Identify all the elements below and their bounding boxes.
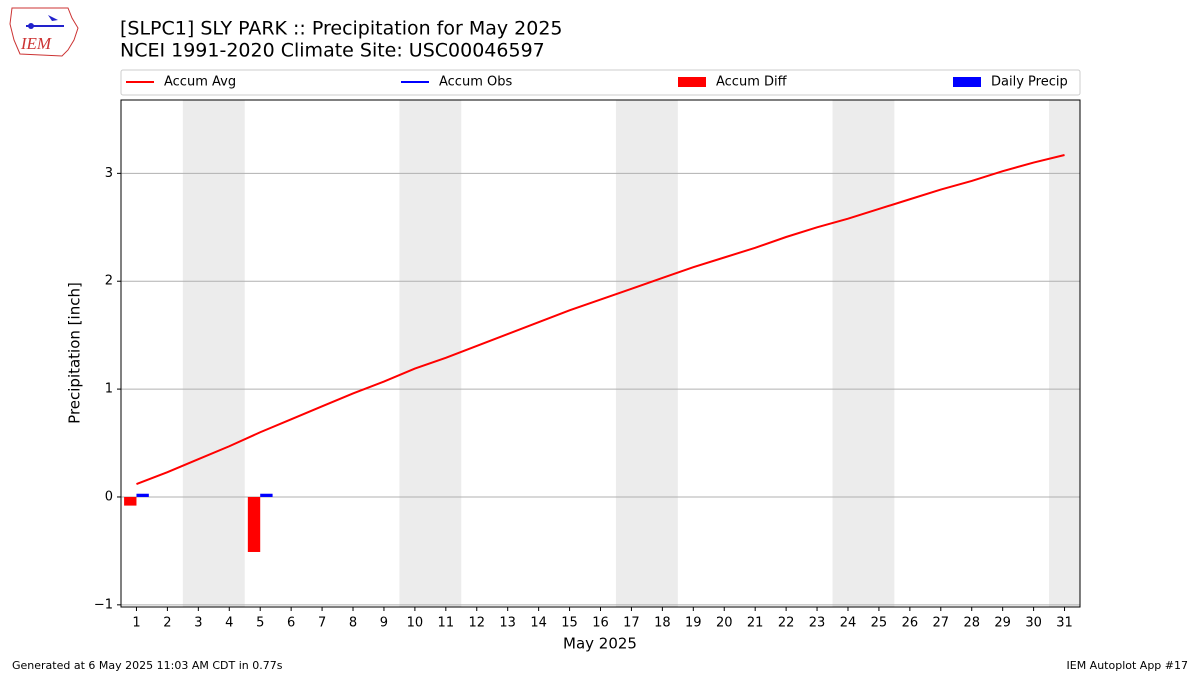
- x-tick-label: 7: [318, 616, 326, 631]
- line: [136, 154, 1065, 485]
- x-tick-label: 19: [685, 616, 702, 631]
- y-axis-label: Precipitation [inch]: [66, 282, 84, 424]
- footer-right: IEM Autoplot App #17: [1067, 659, 1189, 672]
- x-tick-label: 8: [349, 616, 357, 631]
- x-tick-label: 9: [380, 616, 388, 631]
- chart-subtitle: NCEI 1991-2020 Climate Site: USC00046597: [120, 40, 545, 62]
- bar: [247, 496, 261, 552]
- chart-title: [SLPC1] SLY PARK :: Precipitation for Ma…: [120, 18, 563, 40]
- x-tick-label: 17: [623, 616, 640, 631]
- weekend-shade: [832, 100, 895, 607]
- x-tick-label: 4: [225, 616, 233, 631]
- x-tick-label: 11: [438, 616, 455, 631]
- legend-label: Accum Obs: [439, 75, 512, 90]
- legend: [120, 69, 1081, 96]
- legend-swatch: [678, 77, 706, 87]
- bar: [124, 496, 137, 506]
- x-tick-label: 31: [1056, 616, 1073, 631]
- x-axis-label: May 2025: [563, 635, 637, 653]
- y-tick-label: 3: [105, 166, 113, 181]
- bar: [260, 493, 273, 497]
- x-tick-label: 14: [530, 616, 547, 631]
- legend-label: Accum Avg: [164, 75, 236, 90]
- y-tick-label: 2: [105, 274, 113, 289]
- legend-swatch: [953, 77, 981, 87]
- weekend-shade: [615, 100, 678, 607]
- y-tick-label: −1: [94, 597, 113, 612]
- x-tick-label: 1: [132, 616, 140, 631]
- x-tick-label: 22: [778, 616, 795, 631]
- logo: IEM: [9, 7, 79, 57]
- y-tick-label: 1: [105, 382, 113, 397]
- x-tick-label: 13: [499, 616, 516, 631]
- bar: [136, 493, 149, 497]
- x-tick-label: 20: [716, 616, 733, 631]
- x-tick-label: 29: [994, 616, 1011, 631]
- x-tick-label: 26: [902, 616, 919, 631]
- x-tick-label: 5: [256, 616, 264, 631]
- legend-label: Accum Diff: [716, 75, 788, 90]
- x-tick-label: 15: [561, 616, 578, 631]
- x-tick-label: 30: [1025, 616, 1042, 631]
- footer-left: Generated at 6 May 2025 11:03 AM CDT in …: [12, 659, 283, 672]
- weekend-shade: [1049, 100, 1080, 607]
- x-tick-label: 21: [747, 616, 764, 631]
- x-tick-label: 27: [933, 616, 950, 631]
- logo-text: IEM: [20, 34, 52, 53]
- x-tick-label: 10: [407, 616, 424, 631]
- x-tick-label: 23: [809, 616, 826, 631]
- x-tick-label: 28: [963, 616, 980, 631]
- plot-frame: [120, 99, 1081, 608]
- x-tick-label: 25: [871, 616, 888, 631]
- x-tick-label: 16: [592, 616, 609, 631]
- weekend-shade: [182, 100, 245, 607]
- x-tick-label: 18: [654, 616, 671, 631]
- x-tick-label: 24: [840, 616, 857, 631]
- y-tick-label: 0: [105, 489, 113, 504]
- legend-label: Daily Precip: [991, 75, 1068, 90]
- x-tick-label: 3: [194, 616, 202, 631]
- x-tick-label: 6: [287, 616, 295, 631]
- weekend-shade: [399, 100, 462, 607]
- x-tick-label: 12: [468, 616, 485, 631]
- x-tick-label: 2: [163, 616, 171, 631]
